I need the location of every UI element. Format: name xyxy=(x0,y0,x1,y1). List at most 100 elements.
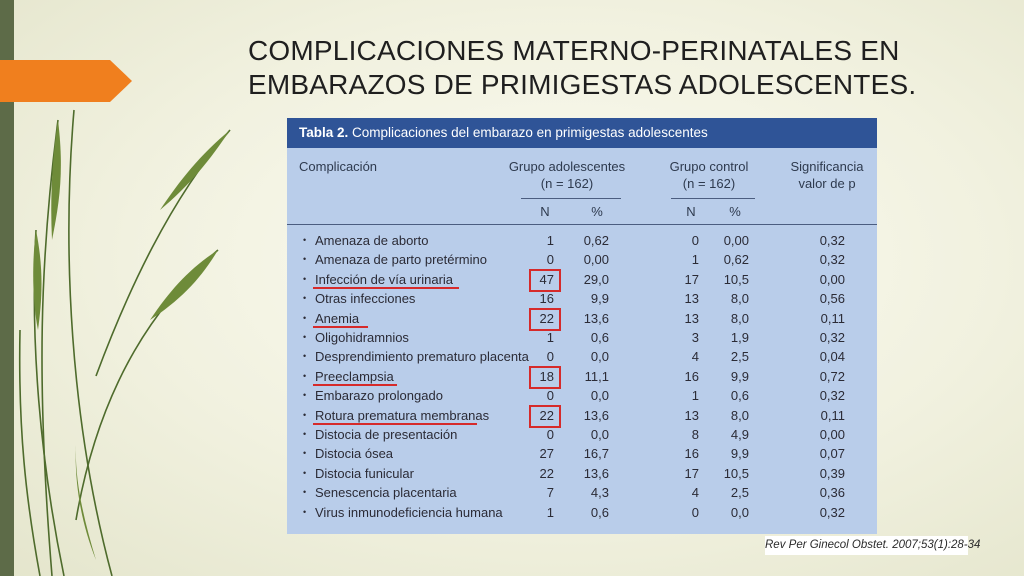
highlight-box xyxy=(529,268,561,292)
row-bullet: • xyxy=(303,429,307,439)
table-row: • Desprendimiento prematuro placenta 0 0,0 4… xyxy=(287,347,877,366)
complication-name: Amenaza de parto pretérmino xyxy=(315,252,487,268)
adolescent-pct-cell: 0,62 xyxy=(583,233,609,248)
row-bullet: • xyxy=(303,448,307,459)
adolescent-n-cell: 22 xyxy=(539,465,554,481)
adolescent-pct-cell: 11,1 xyxy=(584,368,609,384)
control-pct-cell: 8,0 xyxy=(730,291,749,307)
p-value-cell: 0,32 xyxy=(819,504,845,520)
p-value-cell: 0,32 xyxy=(819,252,845,268)
adolescent-pct-cell: 29,0 xyxy=(583,271,609,287)
complication-name: Amenaza de aborto xyxy=(315,233,429,248)
control-pct-cell: 9,9 xyxy=(730,368,749,384)
adolescent-pct-cell: 0,6 xyxy=(590,330,609,345)
header-significance: Significancia valor de p xyxy=(787,158,867,192)
adolescent-n-cell: 1 xyxy=(546,330,554,345)
header-adolescent-n: (n = 162) xyxy=(540,176,594,191)
row-bullet: • xyxy=(303,293,307,304)
adolescent-n-cell: 0 xyxy=(546,349,554,365)
row-bullet: • xyxy=(303,332,307,342)
table-row: • Oligohidramnios 1 0,6 3 1,9 0,32 xyxy=(287,328,877,347)
control-n-cell: 17 xyxy=(684,271,699,287)
control-n-cell: 1 xyxy=(691,388,699,404)
orange-arrow-marker xyxy=(0,60,132,102)
row-bullet: • xyxy=(303,487,307,498)
adolescent-n-cell: 47 xyxy=(539,271,554,287)
table-row: • Rotura prematura membranas 22 13,6 13 8,0 0,… xyxy=(287,406,877,425)
complication-name: Anemia xyxy=(315,310,360,326)
control-pct-cell: 1,9 xyxy=(730,330,749,345)
adolescent-n-cell: 27 xyxy=(539,446,554,462)
p-value-cell: 0,00 xyxy=(819,271,845,287)
complication-name: Embarazo prolongado xyxy=(315,388,443,404)
adolescent-pct-cell: 0,00 xyxy=(583,252,609,268)
table-row: • Amenaza de aborto 1 0,62 0 0,00 0,32 xyxy=(287,231,877,250)
complication-name: Infección de vía urinaria xyxy=(315,271,454,287)
adolescent-n-cell: 1 xyxy=(546,504,554,520)
row-bullet: • xyxy=(303,409,307,420)
highlight-underline xyxy=(313,286,459,289)
highlight-box xyxy=(529,365,561,389)
p-value-cell: 0,32 xyxy=(819,233,845,248)
table-row: • Anemia 22 13,6 13 8,0 0,11 xyxy=(287,309,877,328)
control-n-cell: 17 xyxy=(684,465,699,481)
adolescent-pct-cell: 13,6 xyxy=(583,310,609,326)
adolescent-pct-cell: 0,6 xyxy=(590,504,609,520)
control-pct-cell: 10,5 xyxy=(723,271,749,287)
p-value-cell: 0,32 xyxy=(819,388,845,404)
row-bullet: • xyxy=(303,254,307,265)
complication-name: Distocia funicular xyxy=(315,465,414,481)
complication-name: Otras infecciones xyxy=(315,291,416,307)
row-bullet: • xyxy=(303,506,307,517)
table-row: • Otras infecciones 16 9,9 13 8,0 0,56 xyxy=(287,289,877,308)
adolescent-pct-cell: 0,0 xyxy=(590,427,609,442)
highlight-box xyxy=(529,404,561,428)
highlight-underline xyxy=(313,422,477,425)
table-caption: Tabla 2. Complicaciones del embarazo en … xyxy=(287,118,877,148)
adolescent-pct-cell: 13,6 xyxy=(583,407,609,423)
complications-table-image: Tabla 2. Complicaciones del embarazo en … xyxy=(287,118,877,534)
slide-title: COMPLICACIONES MATERNO-PERINATALES EN EM… xyxy=(248,34,1008,102)
table-row: • Embarazo prolongado 0 0,0 1 0,6 0,32 xyxy=(287,386,877,405)
p-value-cell: 0,07 xyxy=(819,446,845,462)
highlight-box xyxy=(529,307,561,331)
control-n-cell: 4 xyxy=(691,349,699,365)
header-bottom-rule xyxy=(287,224,877,225)
table-row: • Distocia funicular 22 13,6 17 10,5 0,39 xyxy=(287,464,877,483)
complication-name: Desprendimiento prematuro placenta xyxy=(315,349,529,365)
p-value-cell: 0,32 xyxy=(819,330,845,345)
p-value-cell: 0,39 xyxy=(819,465,845,481)
control-n-cell: 8 xyxy=(691,427,699,442)
row-bullet: • xyxy=(303,312,307,323)
control-pct-cell: 8,0 xyxy=(730,310,749,326)
control-n-cell: 16 xyxy=(684,446,699,462)
header-control-pct-col: % xyxy=(729,204,741,219)
adolescent-pct-cell: 13,6 xyxy=(583,465,609,481)
control-n-cell: 13 xyxy=(684,407,699,423)
control-pct-cell: 10,5 xyxy=(723,465,749,481)
control-n-cell: 0 xyxy=(691,233,699,248)
control-pct-cell: 0,0 xyxy=(730,504,749,520)
row-bullet: • xyxy=(303,351,307,362)
row-bullet: • xyxy=(303,370,307,381)
p-value-cell: 0,72 xyxy=(819,368,845,384)
adolescent-pct-cell: 9,9 xyxy=(590,291,609,307)
header-control-n: (n = 162) xyxy=(682,176,736,191)
highlight-underline xyxy=(313,325,368,328)
p-value-cell: 0,56 xyxy=(819,291,845,307)
row-bullet: • xyxy=(303,467,307,478)
adolescent-n-cell: 16 xyxy=(539,291,554,307)
control-pct-cell: 2,5 xyxy=(730,349,749,365)
header-significance-label: Significancia xyxy=(790,159,864,174)
adolescent-n-cell: 0 xyxy=(546,252,554,268)
adolescent-pct-cell: 0,0 xyxy=(590,388,609,404)
row-bullet: • xyxy=(303,390,307,401)
control-pct-cell: 2,5 xyxy=(730,485,749,501)
header-adolescent-label: Grupo adolescentes xyxy=(508,159,626,174)
control-pct-cell: 0,6 xyxy=(730,388,749,404)
complication-name: Oligohidramnios xyxy=(315,330,409,345)
citation: Rev Per Ginecol Obstet. 2007;53(1):28-34 xyxy=(765,536,980,555)
control-pct-cell: 4,9 xyxy=(730,427,749,442)
adolescent-n-cell: 0 xyxy=(546,388,554,404)
adolescent-n-cell: 7 xyxy=(546,485,554,501)
